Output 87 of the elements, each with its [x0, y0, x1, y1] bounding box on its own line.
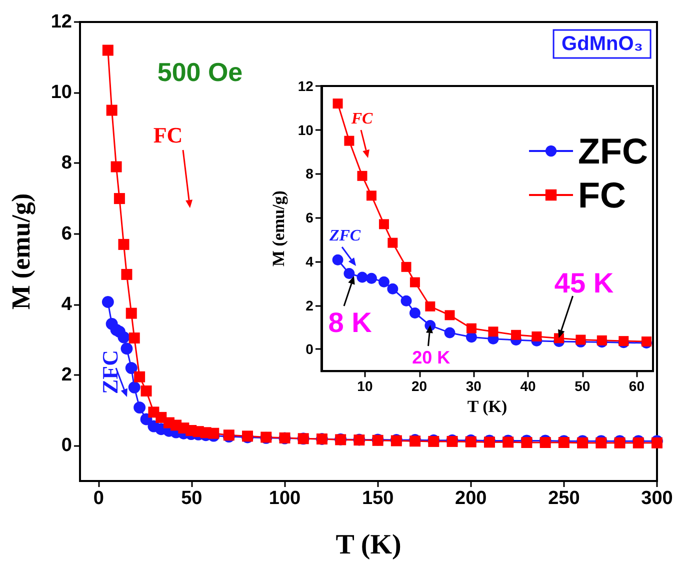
point	[400, 295, 412, 306]
point	[488, 326, 498, 337]
y-tick-label: 8	[61, 152, 72, 174]
x-tick-label: 150	[362, 488, 394, 509]
point	[466, 323, 476, 334]
y-tick-label: 2	[306, 297, 314, 314]
y-axis-title: M (emu/g)	[269, 190, 288, 267]
annotation: FC	[350, 110, 373, 128]
point	[118, 331, 130, 344]
point	[641, 336, 652, 346]
y-tick-label: 10	[298, 122, 314, 138]
point	[444, 327, 456, 338]
y-tick-label: 0	[61, 435, 72, 456]
x-axis-title: T (K)	[467, 397, 508, 416]
point	[134, 371, 146, 382]
x-tick-label: 20	[412, 378, 428, 394]
text: GdMnO₃	[562, 33, 644, 55]
x-tick-label: 0	[93, 488, 104, 509]
point	[110, 161, 122, 172]
point	[425, 301, 436, 312]
y-tick-label: 10	[50, 82, 72, 104]
y-tick-label: 12	[50, 12, 72, 32]
x-tick-label: 300	[641, 488, 673, 509]
x-axis-title: T (K)	[336, 530, 402, 560]
point	[532, 331, 542, 342]
x-tick-label: 50	[574, 378, 590, 394]
y-tick-label: 4	[61, 294, 72, 315]
x-tick-label: 200	[455, 488, 487, 509]
x-tick-label: 60	[628, 378, 645, 394]
x-tick-label: 50	[181, 488, 202, 509]
point	[134, 402, 146, 414]
point	[344, 136, 354, 146]
point	[120, 342, 133, 355]
y-tick-label: 4	[306, 253, 314, 270]
legend-label: FC	[578, 174, 626, 216]
point	[125, 362, 138, 374]
point	[208, 428, 220, 439]
point	[540, 437, 551, 448]
annotation: 45 K	[554, 268, 614, 299]
legend-label: ZFC	[98, 350, 122, 394]
point	[444, 310, 455, 320]
point	[596, 335, 607, 346]
point	[140, 385, 152, 396]
y-tick-label: 8	[306, 166, 314, 182]
legend-label: ZFC	[578, 130, 648, 172]
point	[401, 262, 412, 272]
point	[128, 332, 140, 344]
point	[332, 98, 343, 109]
point	[102, 296, 114, 308]
y-tick-label: 2	[61, 364, 72, 386]
annotation: 20 K	[412, 347, 450, 368]
point	[388, 238, 398, 248]
point	[378, 276, 390, 288]
point	[344, 268, 355, 280]
x-tick-label: 100	[268, 488, 301, 509]
point	[576, 334, 586, 345]
y-tick-label: 0	[306, 341, 314, 358]
point	[387, 283, 398, 294]
annotation: ZFC	[328, 228, 361, 244]
y-tick-label: 6	[61, 223, 72, 244]
point	[106, 104, 118, 116]
point	[356, 272, 368, 283]
point	[332, 254, 344, 266]
y-tick-label: 12	[298, 78, 314, 94]
point	[357, 170, 368, 181]
x-tick-label: 250	[548, 488, 580, 509]
point	[511, 330, 522, 340]
point	[521, 437, 532, 448]
point	[378, 219, 389, 230]
point	[366, 272, 377, 284]
point	[114, 193, 125, 204]
y-axis-title: M (emu/g)	[6, 193, 36, 310]
x-tick-label: 30	[466, 378, 482, 394]
point	[121, 268, 132, 280]
point	[102, 44, 114, 56]
point	[128, 381, 140, 394]
annotation: 8 K	[328, 307, 372, 338]
y-tick-label: 6	[306, 210, 314, 226]
x-tick-label: 10	[357, 378, 373, 394]
series-label: FC	[153, 122, 183, 148]
point	[366, 190, 376, 201]
point	[409, 307, 420, 318]
point	[410, 277, 420, 288]
x-tick-label: 40	[520, 378, 536, 394]
point	[126, 308, 137, 319]
point	[118, 238, 130, 250]
annotation: 500 Oe	[157, 57, 243, 87]
